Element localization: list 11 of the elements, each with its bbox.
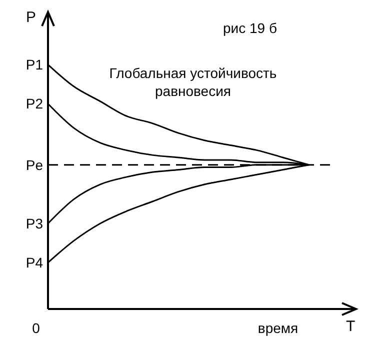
x-axis-title: T	[346, 318, 356, 335]
text: рис 19 б	[223, 20, 277, 36]
text: P1	[26, 56, 44, 73]
y-axis-title: P	[26, 9, 36, 26]
text: Глобальная устойчивость равновесия	[109, 65, 277, 99]
text: P2	[26, 96, 44, 112]
text: 0	[32, 320, 40, 336]
text: P4	[26, 254, 44, 271]
text: P3	[26, 215, 44, 232]
text: время	[258, 320, 298, 336]
ref-line-label: Pe	[26, 156, 44, 173]
